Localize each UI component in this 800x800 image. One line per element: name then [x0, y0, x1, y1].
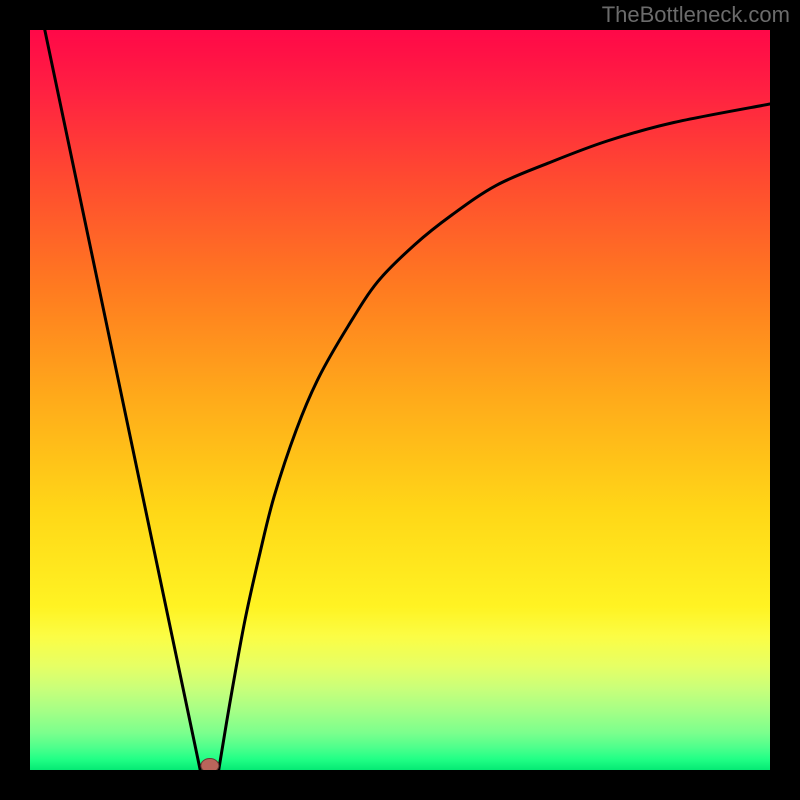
plot-area	[30, 30, 770, 770]
curve-overlay	[30, 30, 770, 770]
watermark-text: TheBottleneck.com	[602, 2, 790, 28]
left-line	[45, 30, 200, 770]
chart-container: TheBottleneck.com	[0, 0, 800, 800]
minimum-marker	[201, 759, 219, 770]
right-curve	[219, 104, 770, 770]
